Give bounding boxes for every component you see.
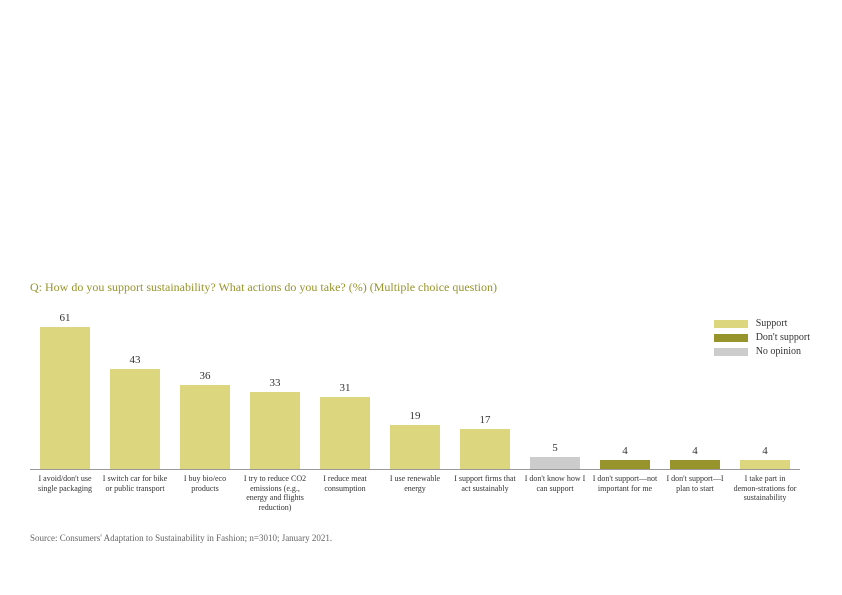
bar-label: I switch car for bike or public transpor… [100, 474, 170, 512]
bar-value: 4 [762, 445, 768, 457]
bar-group: 4 [590, 309, 660, 469]
bar-label: I use renewable energy [380, 474, 450, 512]
bar-group: 17 [450, 309, 520, 469]
bar-label: I don't know how I can support [520, 474, 590, 512]
plot-area: 61 43 36 33 31 19 17 5 4 4 4 I avoid/don't use sin… [30, 309, 800, 509]
bar-label: I buy bio/eco products [170, 474, 240, 512]
bars-row: 61 43 36 33 31 19 17 5 4 4 4 [30, 309, 800, 469]
bar-value: 31 [340, 382, 351, 394]
bar [390, 425, 440, 469]
bar-label: I don't support—I plan to start [660, 474, 730, 512]
chart-container: Q: How do you support sustainability? Wh… [30, 280, 820, 509]
bar-label: I take part in demon-strations for susta… [730, 474, 800, 512]
bar-group: 36 [170, 309, 240, 469]
bar-value: 5 [552, 442, 558, 454]
bar-group: 5 [520, 309, 590, 469]
bar [320, 397, 370, 469]
bar-label: I support firms that act sustainably [450, 474, 520, 512]
bar-group: 43 [100, 309, 170, 469]
bar-value: 4 [622, 445, 628, 457]
bar [460, 429, 510, 469]
bar [110, 369, 160, 469]
baseline [30, 469, 800, 470]
bar [250, 392, 300, 469]
bar-label: I don't support—not important for me [590, 474, 660, 512]
bar-group: 33 [240, 309, 310, 469]
bar-label: I try to reduce CO2 emissions (e.g., ene… [240, 474, 310, 512]
bar-value: 17 [480, 414, 491, 426]
labels-row: I avoid/don't use single packagingI swit… [30, 474, 800, 512]
bar-value: 4 [692, 445, 698, 457]
bar [740, 460, 790, 469]
bar-value: 43 [130, 354, 141, 366]
bar-group: 19 [380, 309, 450, 469]
bar-group: 31 [310, 309, 380, 469]
bar-label: I avoid/don't use single packaging [30, 474, 100, 512]
bar-label: I reduce meat consumption [310, 474, 380, 512]
bar-group: 61 [30, 309, 100, 469]
bar-group: 4 [730, 309, 800, 469]
bar-value: 33 [270, 377, 281, 389]
bar-value: 61 [60, 312, 71, 324]
chart-title: Q: How do you support sustainability? Wh… [30, 280, 820, 295]
bar-value: 36 [200, 370, 211, 382]
bar [670, 460, 720, 469]
bar [530, 457, 580, 469]
bar [180, 385, 230, 469]
bar [40, 327, 90, 469]
bar [600, 460, 650, 469]
bar-value: 19 [410, 410, 421, 422]
bar-group: 4 [660, 309, 730, 469]
source-note: Source: Consumers' Adaptation to Sustain… [30, 533, 332, 543]
